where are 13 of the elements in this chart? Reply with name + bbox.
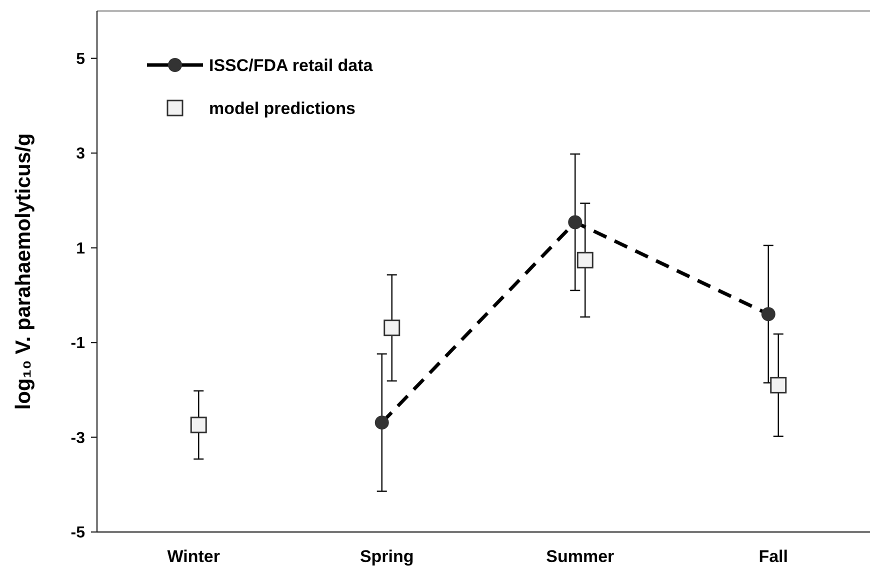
y-tick-label: -3 (70, 430, 86, 447)
y-tick-label: -5 (70, 524, 86, 542)
x-tick-label: Summer (546, 547, 615, 566)
x-tick-label: Spring (360, 547, 414, 566)
y-tick-label: 5 (76, 50, 86, 68)
y-tick-label: 1 (76, 240, 86, 258)
y-tick-label: 3 (76, 146, 86, 163)
legend-label: ISSC/FDA retail data (209, 56, 374, 75)
y-tick-label: -1 (70, 335, 86, 352)
legend-label: model predictions (209, 98, 356, 118)
x-tick-label: Winter (167, 547, 220, 566)
y-axis-title: log₁₀ V. parahaemolyticus/g (12, 133, 35, 410)
x-tick-label: Fall (758, 547, 788, 566)
